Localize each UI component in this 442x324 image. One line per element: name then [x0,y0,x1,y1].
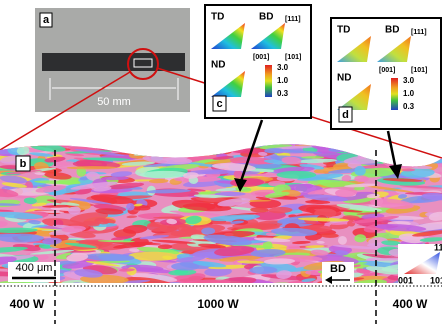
grain [213,136,237,147]
grain [120,146,159,151]
sample [42,53,185,71]
grain [169,147,220,156]
grain [49,138,93,146]
grain [144,142,192,155]
zone-label: 400 W [10,297,45,311]
nd-label: ND [211,60,225,71]
grain [149,145,169,151]
grain [75,138,103,144]
nd-label: ND [337,73,351,84]
scale-label: 3.0 [277,63,289,72]
grain [111,135,139,144]
zone-label: 400 W [393,297,428,311]
td-label: TD [337,25,350,36]
bd-text: BD [330,263,346,275]
dir-label: [101] [411,67,427,74]
grain [196,146,226,155]
panel-label: b [20,158,27,170]
bd-label: BD [385,25,399,36]
scale-text: 50 mm [97,96,131,108]
grain [51,133,97,147]
grain [405,138,425,147]
td-label: TD [211,12,224,23]
grain [128,142,142,150]
grain [201,145,210,154]
scale-label: 3.0 [403,76,415,85]
grain [401,152,429,161]
grain [153,144,194,150]
grain [188,139,221,148]
grain [174,139,214,149]
panel-c: TD BD [111] [001] [101] ND 3.0 1.0 0.3 c [205,5,311,118]
grain [336,142,354,149]
grain [225,141,236,152]
dir-label: [111] [285,16,301,23]
grain [80,135,131,146]
grain [392,152,439,164]
grain [329,138,371,147]
color-scale [391,78,398,110]
grain [215,144,228,151]
dir-label: [101] [285,54,301,61]
dir-label: [001] [379,67,395,74]
grain [397,149,415,159]
grain [164,148,178,153]
scale-label: 1.0 [403,89,415,98]
dir-label: [111] [411,29,427,36]
grain [34,140,71,147]
grain [205,137,221,146]
grain [132,141,160,147]
grain [178,142,223,151]
grain [259,138,272,146]
scale-label: 1.0 [277,76,289,85]
grain [55,138,91,142]
grain [133,153,167,156]
key-label: 001 [398,275,413,285]
grain [409,158,442,164]
scale-label: 0.3 [403,102,415,111]
panel-label: d [342,109,349,121]
grain [417,139,442,150]
grain [142,142,156,152]
grain [202,139,222,146]
dir-label: [001] [253,54,269,61]
grain [338,236,347,245]
figure: 50 mm a TDBD[111][001][101]ND3.01.00.3c … [0,0,442,324]
grain [88,135,135,148]
grain [410,140,442,150]
grain [200,138,244,148]
grain [316,136,359,146]
panel-d: TD BD [111] [001] [101] ND 3.0 1.0 0.3 d [331,18,441,129]
key-label: 111 [434,242,442,252]
grain [231,143,252,148]
key-label: 101 [430,275,442,285]
grain [360,141,392,147]
grain [93,138,138,147]
scale-label: 0.3 [277,89,289,98]
grain [46,136,81,146]
panel-label: c [216,98,222,110]
grain [339,144,360,150]
page: {"panel_a":{"label":"a","scale":"50 mm"}… [0,0,442,324]
scale-bar-text: 400 μm [16,262,53,274]
bd-label: BD [259,12,273,23]
panel-label: a [43,14,50,26]
grain [56,133,100,147]
grain [367,142,387,152]
grain [217,141,239,152]
grain [185,142,224,155]
color-scale [265,65,272,97]
grain [196,137,229,145]
grain [322,140,345,148]
zone-label: 1000 W [197,297,239,311]
